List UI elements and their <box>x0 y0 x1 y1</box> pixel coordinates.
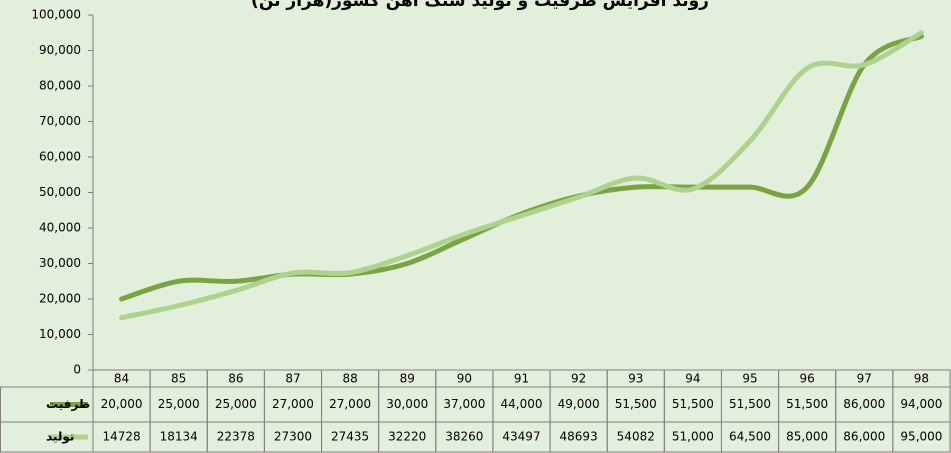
y-tick-label: 50,000 <box>39 185 81 199</box>
table-value: 43497 <box>502 430 540 444</box>
chart-title: روند افزایش ظرفیت و تولید سنگ آهن کشور(ه… <box>251 0 709 11</box>
table-value: 27,000 <box>329 397 371 411</box>
table-value: 64,500 <box>729 430 771 444</box>
table-value: 85,000 <box>786 430 828 444</box>
table-value: 51,500 <box>615 397 657 411</box>
x-tick-label: 97 <box>857 372 872 386</box>
legend-label: ظرفیت <box>46 397 90 411</box>
x-tick-label: 84 <box>114 372 129 386</box>
y-tick-label: 40,000 <box>39 221 81 235</box>
y-tick-label: 100,000 <box>31 8 81 22</box>
table-value: 49,000 <box>558 397 600 411</box>
table-value: 51,500 <box>672 397 714 411</box>
table-value: 44,000 <box>501 397 543 411</box>
y-tick-label: 80,000 <box>39 79 81 93</box>
table-value: 25,000 <box>158 397 200 411</box>
table-value: 20,000 <box>101 397 143 411</box>
y-tick-label: 90,000 <box>39 43 81 57</box>
table-value: 51,500 <box>786 397 828 411</box>
y-tick-label: 10,000 <box>39 327 81 341</box>
table-value: 27300 <box>274 430 312 444</box>
table-value: 51,500 <box>729 397 771 411</box>
table-value: 27435 <box>331 430 369 444</box>
table-cell <box>0 421 94 453</box>
table-value: 27,000 <box>272 397 314 411</box>
table-value: 32220 <box>388 430 426 444</box>
x-tick-label: 91 <box>514 372 529 386</box>
x-tick-label: 86 <box>228 372 243 386</box>
y-tick-label: 20,000 <box>39 292 81 306</box>
x-tick-label: 92 <box>571 372 586 386</box>
x-tick-label: 95 <box>742 372 757 386</box>
table-value: 30,000 <box>386 397 428 411</box>
table-value: 37,000 <box>443 397 485 411</box>
x-tick-label: 88 <box>342 372 357 386</box>
table-value: 18134 <box>160 430 198 444</box>
series-line <box>119 30 924 321</box>
table-value: 86,000 <box>843 430 885 444</box>
y-tick-label: 30,000 <box>39 256 81 270</box>
x-tick-label: 93 <box>628 372 643 386</box>
y-tick-label: 70,000 <box>39 114 81 128</box>
x-tick-label: 89 <box>400 372 415 386</box>
table-value: 22378 <box>217 430 255 444</box>
table-value: 94,000 <box>900 397 942 411</box>
table-value: 54082 <box>617 430 655 444</box>
legend-label: تولید <box>46 430 74 445</box>
table-value: 14728 <box>102 430 140 444</box>
x-tick-label: 94 <box>685 372 700 386</box>
x-tick-label: 87 <box>285 372 300 386</box>
table-value: 51,000 <box>672 430 714 444</box>
table-value: 48693 <box>560 430 598 444</box>
x-tick-label: 90 <box>457 372 472 386</box>
table-value: 38260 <box>445 430 483 444</box>
table-value: 25,000 <box>215 397 257 411</box>
y-tick-label: 0 <box>73 363 81 377</box>
table-value: 95,000 <box>900 430 942 444</box>
x-tick-label: 96 <box>800 372 815 386</box>
x-tick-label: 98 <box>914 372 929 386</box>
y-tick-label: 60,000 <box>39 150 81 164</box>
table-cell <box>892 421 951 453</box>
x-tick-label: 85 <box>171 372 186 386</box>
table-value: 86,000 <box>843 397 885 411</box>
